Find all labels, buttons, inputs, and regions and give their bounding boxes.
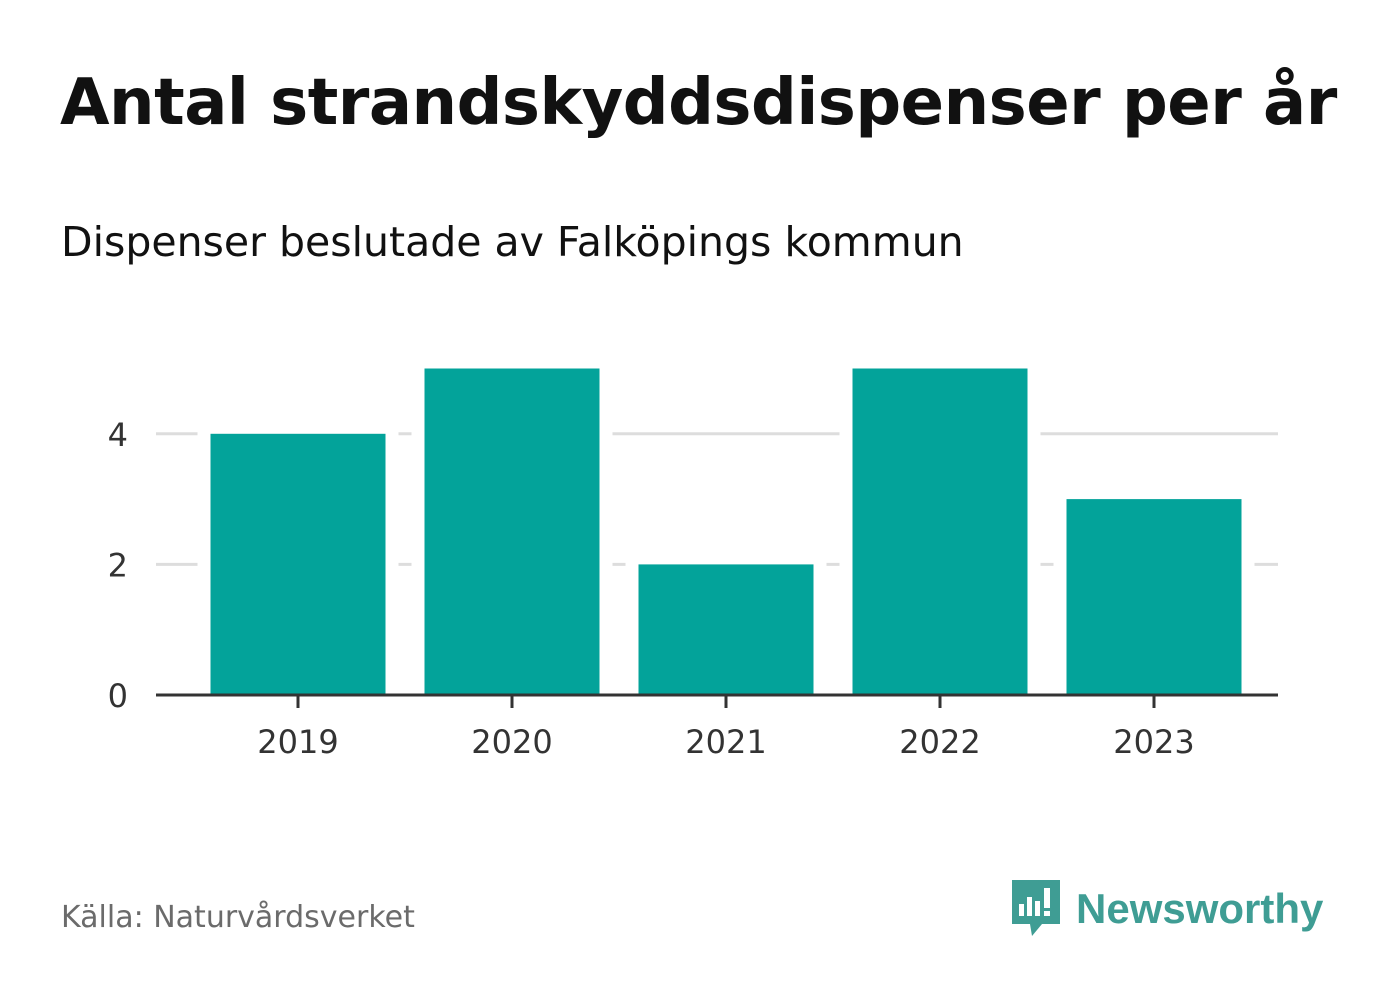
x-tick-label-2019: 2019	[257, 723, 338, 761]
chart-title: Antal strandskyddsdispenser per år	[60, 66, 1337, 140]
bar-2022	[852, 368, 1028, 695]
brand-logo: Newsworthy	[1010, 878, 1323, 940]
bars	[197, 364, 1255, 695]
x-tick-label-2023: 2023	[1113, 723, 1194, 761]
x-tick-label-2022: 2022	[899, 723, 980, 761]
source-note: Källa: Naturvårdsverket	[61, 900, 415, 935]
chart-subtitle: Dispenser beslutade av Falköpings kommun	[61, 218, 964, 266]
bar-2020	[424, 368, 600, 695]
bar-2019	[210, 433, 386, 695]
newsworthy-logo-icon	[1012, 880, 1060, 936]
y-tick-label: 4	[108, 416, 128, 454]
x-tick-label-2020: 2020	[471, 723, 552, 761]
bar-2023	[1066, 499, 1242, 695]
brand-name: Newsworthy	[1076, 885, 1324, 932]
axes: 0 2 4 2019 2020 2021 2022 2023	[108, 416, 1278, 761]
y-tick-label: 2	[108, 546, 128, 584]
y-tick-label: 0	[108, 677, 128, 715]
x-tick-label-2021: 2021	[685, 723, 766, 761]
bar-2021	[638, 564, 814, 695]
